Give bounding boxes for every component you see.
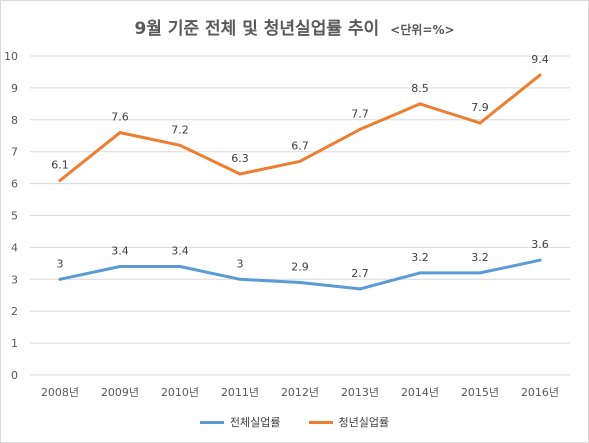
- data-label: 3.4: [171, 245, 189, 258]
- data-label: 7.2: [171, 123, 189, 136]
- data-label: 7.7: [351, 107, 369, 120]
- data-label: 3.2: [471, 251, 489, 264]
- y-tick-label: 8: [11, 114, 18, 127]
- data-point: [358, 287, 362, 291]
- chart-unit-label: <단위=%>: [390, 23, 455, 37]
- y-tick-label: 7: [11, 146, 18, 159]
- y-tick-label: 6: [11, 178, 18, 191]
- x-tick-label: 2015년: [461, 386, 499, 399]
- data-label: 2.9: [291, 260, 309, 273]
- data-label: 6.3: [231, 152, 249, 165]
- data-point: [538, 258, 542, 262]
- data-label: 2.7: [351, 267, 369, 280]
- data-point: [118, 131, 122, 135]
- data-label: 6.1: [51, 158, 69, 171]
- data-point: [58, 178, 62, 182]
- x-tick-label: 2009년: [101, 386, 139, 399]
- data-point: [118, 265, 122, 269]
- data-label: 3: [237, 257, 244, 270]
- data-point: [238, 277, 242, 281]
- chart-legend: 전체실업률 청년실업률: [0, 414, 589, 430]
- data-label: 7.6: [111, 111, 129, 124]
- series-line-1: [58, 73, 542, 182]
- y-tick-label: 3: [11, 273, 18, 286]
- legend-swatch-series-1: [308, 420, 333, 424]
- legend-swatch-series-0: [199, 420, 224, 424]
- data-point: [418, 271, 422, 275]
- y-tick-label: 9: [11, 82, 18, 95]
- x-tick-label: 2010년: [161, 386, 199, 399]
- legend-label-series-0: 전체실업률: [229, 416, 281, 429]
- x-tick-label: 2008년: [41, 386, 79, 399]
- data-point: [478, 121, 482, 125]
- y-tick-label: 1: [11, 337, 18, 350]
- legend-item-series-1: 청년실업률: [308, 414, 390, 430]
- chart-title-block: 9월 기준 전체 및 청년실업률 추이 <단위=%>: [0, 14, 589, 39]
- y-tick-label: 4: [11, 241, 18, 254]
- legend-item-series-0: 전체실업률: [199, 414, 281, 430]
- x-tick-label: 2012년: [281, 386, 319, 399]
- data-label: 8.5: [411, 82, 429, 95]
- data-label: 3.2: [411, 251, 429, 264]
- y-tick-label: 5: [11, 210, 18, 223]
- data-point: [358, 127, 362, 131]
- data-label: 7.9: [471, 101, 489, 114]
- data-point: [178, 143, 182, 147]
- data-point: [478, 271, 482, 275]
- data-point: [298, 280, 302, 284]
- y-tick-label: 10: [4, 50, 18, 63]
- chart-title: 9월 기준 전체 및 청년실업률 추이: [134, 19, 380, 39]
- x-tick-label: 2016년: [521, 386, 559, 399]
- data-point: [298, 159, 302, 163]
- data-label: 6.7: [291, 139, 309, 152]
- legend-label-series-1: 청년실업률: [338, 416, 390, 429]
- y-tick-label: 2: [11, 305, 18, 318]
- data-point: [58, 277, 62, 281]
- data-point: [538, 73, 542, 77]
- x-tick-label: 2011년: [221, 386, 259, 399]
- data-label: 3: [57, 257, 64, 270]
- data-label: 3.4: [111, 245, 129, 258]
- data-label: 9.4: [531, 53, 549, 66]
- x-tick-label: 2013년: [341, 386, 379, 399]
- data-point: [238, 172, 242, 176]
- data-label: 3.6: [531, 238, 549, 251]
- x-tick-label: 2014년: [401, 386, 439, 399]
- data-point: [178, 265, 182, 269]
- y-tick-label: 0: [11, 369, 18, 382]
- data-point: [418, 102, 422, 106]
